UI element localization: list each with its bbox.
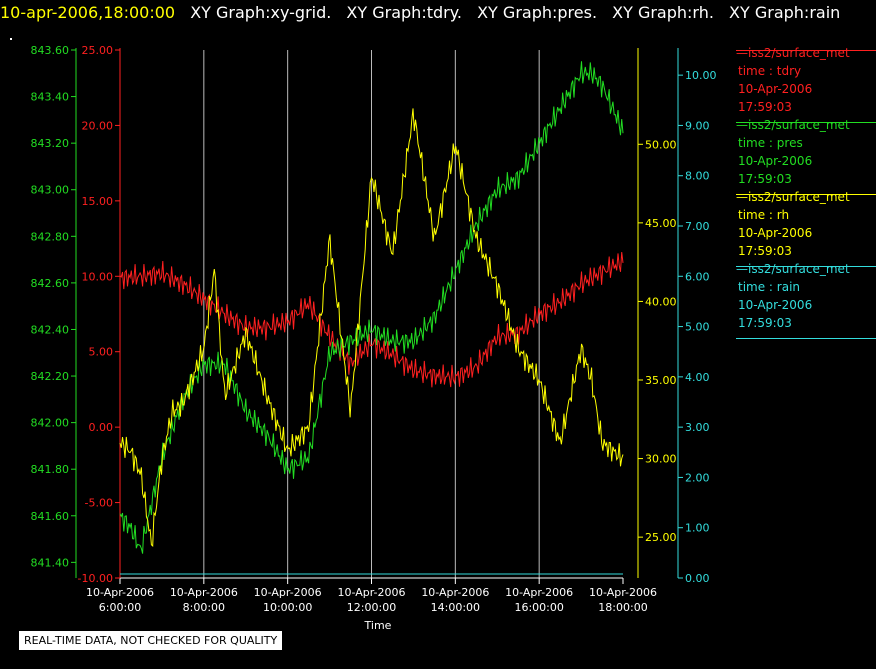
graph-tdry[interactable]: XY Graph:tdry. bbox=[346, 3, 462, 22]
pres-tick-label: 841.60 bbox=[31, 510, 70, 523]
rain-tick-label: 3.00 bbox=[685, 421, 710, 434]
rain-tick-label: 8.00 bbox=[685, 170, 710, 183]
x-tick-label-date: 10-Apr-2006 bbox=[86, 586, 154, 599]
graph-rain[interactable]: XY Graph:rain bbox=[729, 3, 841, 22]
rain-tick-label: 0.00 bbox=[685, 572, 710, 585]
legend-time: 17:59:03 bbox=[738, 316, 792, 330]
x-tick-label-time: 16:00:00 bbox=[514, 601, 563, 614]
legend-source-text: iss2/surface_met bbox=[748, 262, 850, 276]
legend-divider bbox=[736, 266, 876, 267]
x-tick-label-date: 10-Apr-2006 bbox=[170, 586, 238, 599]
legend-divider bbox=[736, 338, 876, 339]
rain-tick-label: 10.00 bbox=[685, 69, 717, 82]
legend-line-icon: — bbox=[736, 46, 748, 60]
graph-xy-grid[interactable]: XY Graph:xy-grid. bbox=[190, 3, 332, 22]
x-tick-label-date: 10-Apr-2006 bbox=[589, 586, 657, 599]
legend-date: 10-Apr-2006 bbox=[738, 154, 813, 168]
rh-tick-label: 40.00 bbox=[645, 295, 677, 308]
tdry-tick-label: 5.00 bbox=[89, 346, 114, 359]
rain-tick-label: 6.00 bbox=[685, 270, 710, 283]
legend-source-text: iss2/surface_met bbox=[748, 46, 850, 60]
x-tick-label-time: 8:00:00 bbox=[183, 601, 225, 614]
pres-tick-label: 843.00 bbox=[31, 184, 70, 197]
rh-tick-label: 30.00 bbox=[645, 453, 677, 466]
tdry-tick-label: -10.00 bbox=[78, 572, 113, 585]
legend-source: —iss2/surface_met bbox=[736, 44, 876, 62]
x-tick-label-time: 14:00:00 bbox=[431, 601, 480, 614]
legend-source-text: iss2/surface_met bbox=[748, 190, 850, 204]
legend-divider bbox=[736, 122, 876, 123]
pres-tick-label: 842.00 bbox=[31, 417, 70, 430]
x-tick-label-time: 12:00:00 bbox=[347, 601, 396, 614]
rain-tick-label: 9.00 bbox=[685, 119, 710, 132]
rh-tick-label: 50.00 bbox=[645, 138, 677, 151]
legend-variable: time : pres bbox=[738, 136, 803, 150]
marker-dot bbox=[10, 38, 12, 40]
rain-tick-label: 4.00 bbox=[685, 371, 710, 384]
rain-tick-label: 2.00 bbox=[685, 471, 710, 484]
legend-source: —iss2/surface_met bbox=[736, 260, 876, 278]
x-tick-label-time: 10:00:00 bbox=[263, 601, 312, 614]
x-tick-label-time: 18:00:00 bbox=[598, 601, 647, 614]
x-tick-label-date: 10-Apr-2006 bbox=[254, 586, 322, 599]
rh-tick-label: 35.00 bbox=[645, 374, 677, 387]
series-rh bbox=[119, 108, 624, 547]
legend-line-icon: — bbox=[736, 190, 748, 204]
tdry-tick-label: 20.00 bbox=[82, 119, 114, 132]
pres-tick-label: 843.20 bbox=[31, 137, 70, 150]
legend-date: 10-Apr-2006 bbox=[738, 226, 813, 240]
legend-variable: time : rh bbox=[738, 208, 790, 222]
legend-source: —iss2/surface_met bbox=[736, 116, 876, 134]
rain-tick-label: 5.00 bbox=[685, 321, 710, 334]
tdry-tick-label: 0.00 bbox=[89, 421, 114, 434]
header-time: 10-apr-2006,18:00:00 bbox=[0, 3, 176, 22]
legend-variable: time : rain bbox=[738, 280, 801, 294]
legend-date: 10-Apr-2006 bbox=[738, 298, 813, 312]
tdry-tick-label: 15.00 bbox=[82, 195, 114, 208]
legend-source: —iss2/surface_met bbox=[736, 188, 876, 206]
x-tick-label-time: 6:00:00 bbox=[99, 601, 141, 614]
legend-date: 10-Apr-2006 bbox=[738, 82, 813, 96]
legend-divider bbox=[736, 194, 876, 195]
legend-variable: time : tdry bbox=[738, 64, 802, 78]
legend-divider bbox=[736, 50, 876, 51]
legend-time: 17:59:03 bbox=[738, 100, 792, 114]
graph-rh[interactable]: XY Graph:rh. bbox=[612, 3, 714, 22]
legend-source-text: iss2/surface_met bbox=[748, 118, 850, 132]
legend-line-icon: — bbox=[736, 262, 748, 276]
series-pres bbox=[119, 61, 624, 554]
header: 10-apr-2006,18:00:00 XY Graph:xy-grid. X… bbox=[0, 0, 840, 26]
pres-tick-label: 843.60 bbox=[31, 44, 70, 57]
rain-tick-label: 7.00 bbox=[685, 220, 710, 233]
rain-tick-label: 1.00 bbox=[685, 522, 710, 535]
legend-time: 17:59:03 bbox=[738, 172, 792, 186]
legend-time: 17:59:03 bbox=[738, 244, 792, 258]
tdry-tick-label: -5.00 bbox=[85, 497, 113, 510]
x-tick-label-date: 10-Apr-2006 bbox=[421, 586, 489, 599]
graph-pres[interactable]: XY Graph:pres. bbox=[477, 3, 598, 22]
pres-tick-label: 842.20 bbox=[31, 370, 70, 383]
pres-tick-label: 841.40 bbox=[31, 556, 70, 569]
tdry-tick-label: 10.00 bbox=[82, 270, 114, 283]
x-tick-label-date: 10-Apr-2006 bbox=[505, 586, 573, 599]
pres-tick-label: 842.60 bbox=[31, 277, 70, 290]
quality-disclaimer: REAL-TIME DATA, NOT CHECKED FOR QUALITY bbox=[19, 631, 283, 650]
rh-tick-label: 45.00 bbox=[645, 217, 677, 230]
tdry-tick-label: 25.00 bbox=[82, 44, 114, 57]
pres-tick-label: 842.40 bbox=[31, 323, 70, 336]
legend-line-icon: — bbox=[736, 118, 748, 132]
x-tick-label-date: 10-Apr-2006 bbox=[337, 586, 405, 599]
series-tdry bbox=[119, 252, 624, 388]
x-axis-title: Time bbox=[364, 619, 392, 632]
pres-tick-label: 843.40 bbox=[31, 91, 70, 104]
pres-tick-label: 842.80 bbox=[31, 230, 70, 243]
pres-tick-label: 841.80 bbox=[31, 463, 70, 476]
rh-tick-label: 25.00 bbox=[645, 531, 677, 544]
